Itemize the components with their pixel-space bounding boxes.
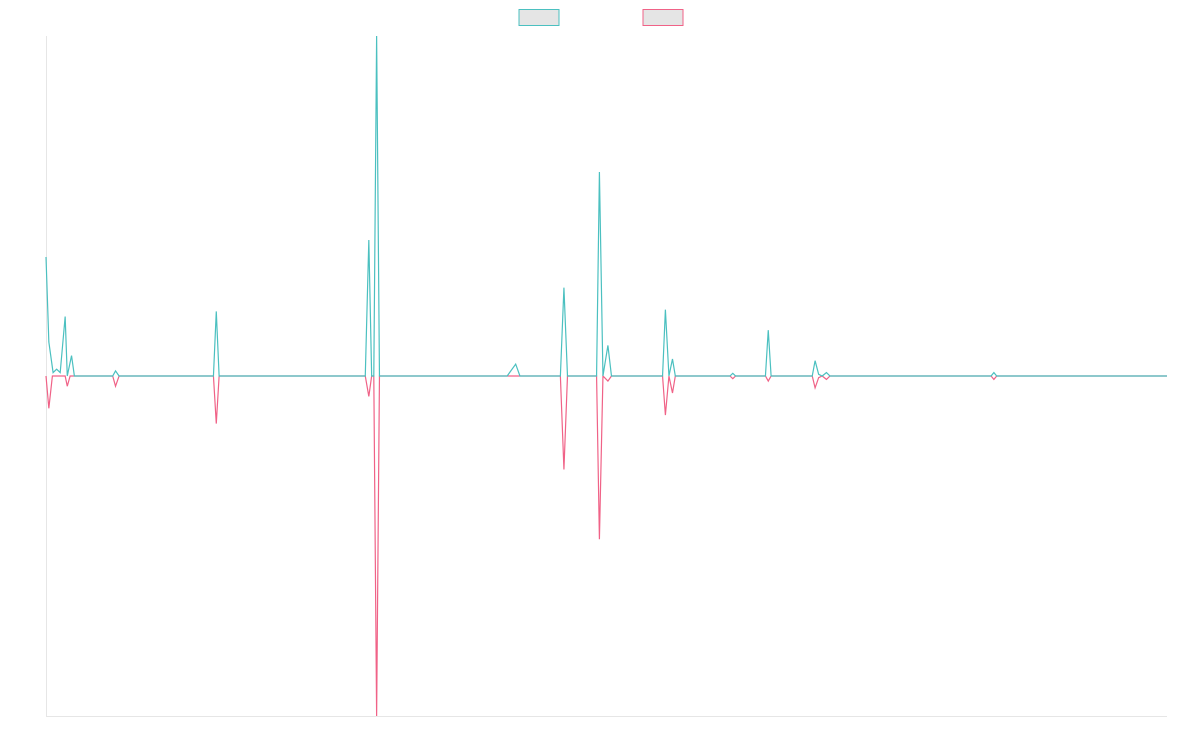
legend-swatch-2[interactable] — [642, 9, 684, 26]
series-line-1 — [45, 35, 1167, 377]
series-line-2 — [45, 374, 1167, 717]
series-layer — [45, 35, 1167, 717]
legend — [518, 9, 684, 26]
legend-swatch-1[interactable] — [518, 9, 560, 26]
